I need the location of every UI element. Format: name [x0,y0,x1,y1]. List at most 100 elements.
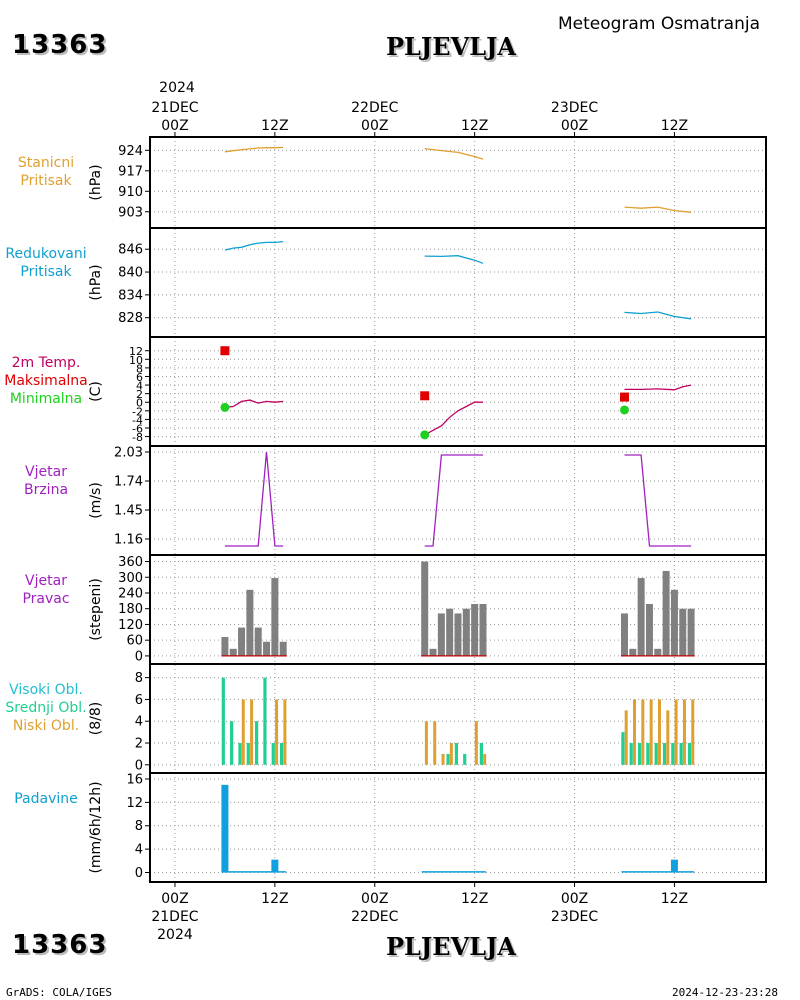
data-line [424,255,484,264]
low-cloud-bar [474,721,478,765]
high-cloud-bar [662,743,667,765]
panel-label: Vjetar [25,573,67,589]
panel-label: Pritisak [20,173,72,189]
max-temp-marker [220,346,230,356]
min-temp-marker [619,405,629,415]
direction-bar [645,603,653,656]
grads-credit: GrADS: COLA/IGES [6,986,112,999]
data-line [224,451,284,547]
x-tick-label-top: 22DEC [351,100,398,116]
direction-bar [246,589,254,656]
x-tick-label-bottom: 00Z [361,891,388,907]
low-cloud-bar [641,699,645,765]
direction-bar [479,603,487,656]
y-tick-label: 120 [118,618,143,633]
low-cloud-bar [433,721,437,765]
direction-bar [654,648,662,656]
x-tick-label-top: 23DEC [551,100,598,116]
high-cloud-bar [621,732,625,765]
y-axis-unit: (hPa) [88,264,104,300]
x-tick-label-top: 12Z [461,118,488,134]
direction-bar [629,648,637,656]
y-tick-label: 0 [135,758,143,773]
y-tick-label: 0 [135,649,143,664]
high-cloud-bar [255,721,259,765]
high-cloud-bar [263,677,267,765]
low-cloud-bar [666,710,670,765]
panel-label: Pravac [22,591,69,607]
direction-bar [662,570,670,656]
y-tick-label: 60 [126,634,143,649]
high-cloud-bar [230,721,234,765]
direction-bar [263,641,271,656]
y-tick-label: -4 [132,414,143,427]
high-cloud-bar [271,743,275,765]
data-line [624,454,692,547]
y-axis-unit: (hPa) [88,164,104,200]
high-cloud-bar [246,743,250,765]
y-tick-label: 12 [129,345,143,358]
y-tick-label: 4 [136,380,143,393]
data-line [624,206,692,213]
y-tick-label: 2.03 [114,446,143,461]
y-tick-label: 300 [118,571,143,586]
y-tick-label: 10 [129,354,143,367]
x-tick-label-top: 00Z [361,118,388,134]
x-tick-label-top: 21DEC [151,100,198,116]
y-tick-label: -6 [132,422,143,435]
x-tick-label-bottom: 12Z [461,891,488,907]
low-cloud-bar [424,721,428,765]
direction-bar [271,578,279,656]
data-line [424,147,484,160]
direction-bar [446,608,454,656]
y-tick-label: 180 [118,602,143,617]
x-tick-label-bottom: 00Z [161,891,188,907]
high-cloud-bar [629,743,633,765]
precip-bar [271,859,279,873]
low-cloud-bar [241,699,245,765]
y-tick-label: 1.16 [114,533,143,548]
direction-bar [437,613,445,656]
y-tick-label: 4 [135,843,143,858]
data-line [224,240,284,251]
y-tick-label: 240 [118,586,143,601]
low-cloud-bar [674,699,678,765]
station-id: 13363 [12,30,108,60]
low-cloud-bar [283,699,287,765]
y-axis-unit: (8/8) [88,702,104,735]
low-cloud-bar [649,699,653,765]
direction-bar [637,578,645,656]
direction-bar [679,608,687,656]
high-cloud-bar [463,753,467,765]
x-tick-label-bottom: 12Z [261,891,288,907]
station-name: PLJEVLJA [386,32,517,61]
high-cloud-bar [446,753,450,765]
data-line [624,384,692,391]
y-tick-label: 840 [118,266,143,281]
y-tick-label: 828 [118,311,143,326]
x-tick-label-bottom: 12Z [661,891,688,907]
low-cloud-bar [624,710,628,765]
top-year-label: 2024 [159,80,195,96]
y-tick-label: 1.45 [114,504,143,519]
panel-label: Visoki Obl. [9,682,83,698]
panel-label: 2m Temp. [12,355,81,371]
data-line [224,146,284,153]
y-tick-label: 903 [118,205,143,220]
high-cloud-bar [454,743,458,765]
panel-label: Vjetar [25,464,67,480]
y-tick-label: 917 [118,164,143,179]
y-tick-label: 6 [135,693,143,708]
y-tick-label: 846 [118,243,143,258]
x-tick-label-bottom: 2024 [157,927,193,943]
data-line [424,454,483,547]
high-cloud-bar [687,743,692,765]
high-cloud-bar [479,743,483,765]
y-tick-label: 16 [126,773,143,788]
low-cloud-bar [483,753,487,765]
x-tick-label-top: 00Z [561,118,588,134]
timestamp: 2024-12-23-23:28 [672,986,778,999]
precip-bar [221,784,229,873]
panel-label: Minimalna [10,391,82,407]
y-tick-label: 8 [135,671,143,686]
